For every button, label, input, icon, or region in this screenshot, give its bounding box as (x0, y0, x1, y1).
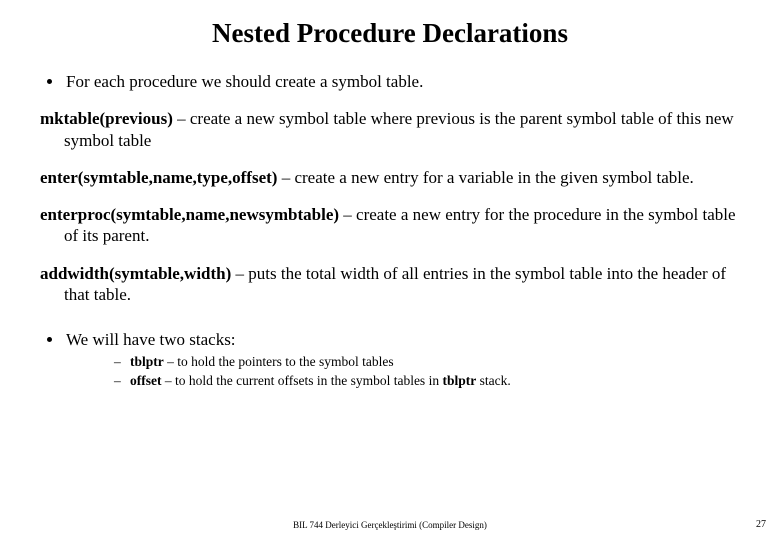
bullet-list-2: We will have two stacks: tblptr – to hol… (40, 329, 740, 390)
bullet-list-1: For each procedure we should create a sy… (40, 71, 740, 92)
sub-text: – to hold the current offsets in the sym… (161, 373, 442, 388)
sub-list: tblptr – to hold the pointers to the sym… (66, 354, 740, 390)
bullet-text: We will have two stacks: (66, 330, 236, 349)
fn-mktable: mktable(previous) – create a new symbol … (40, 108, 740, 151)
fn-signature: enterproc(symtable,name,newsymbtable) (40, 205, 339, 224)
fn-enter: enter(symtable,name,type,offset) – creat… (40, 167, 740, 188)
sub-text: – to hold the pointers to the symbol tab… (164, 354, 394, 369)
sub-bold: offset (130, 373, 161, 388)
fn-signature: addwidth(symtable,width) (40, 264, 231, 283)
sub-item: tblptr – to hold the pointers to the sym… (114, 354, 740, 371)
bullet-item: We will have two stacks: tblptr – to hol… (64, 329, 740, 390)
page-number: 27 (756, 519, 766, 530)
bullet-item: For each procedure we should create a sy… (64, 71, 740, 92)
fn-addwidth: addwidth(symtable,width) – puts the tota… (40, 263, 740, 306)
sub-text: stack. (476, 373, 511, 388)
fn-enterproc: enterproc(symtable,name,newsymbtable) – … (40, 204, 740, 247)
sub-bold: tblptr (130, 354, 164, 369)
slide: Nested Procedure Declarations For each p… (0, 0, 780, 540)
sub-bold: tblptr (442, 373, 476, 388)
slide-title: Nested Procedure Declarations (40, 18, 740, 49)
fn-desc: – create a new entry for a variable in t… (277, 168, 693, 187)
fn-signature: enter(symtable,name,type,offset) (40, 168, 277, 187)
slide-footer: BIL 744 Derleyici Gerçekleştirimi (Compi… (0, 520, 780, 530)
slide-body: For each procedure we should create a sy… (40, 71, 740, 390)
sub-item: offset – to hold the current offsets in … (114, 373, 740, 390)
fn-signature: mktable(previous) (40, 109, 173, 128)
